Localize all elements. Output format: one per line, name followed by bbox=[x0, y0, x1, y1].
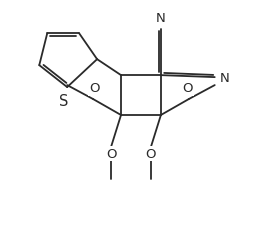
Text: O: O bbox=[146, 147, 156, 160]
Text: O: O bbox=[106, 147, 116, 160]
Text: N: N bbox=[219, 71, 229, 84]
Text: S: S bbox=[59, 94, 69, 109]
Text: O: O bbox=[182, 82, 193, 95]
Text: O: O bbox=[89, 82, 100, 95]
Text: N: N bbox=[156, 12, 166, 25]
